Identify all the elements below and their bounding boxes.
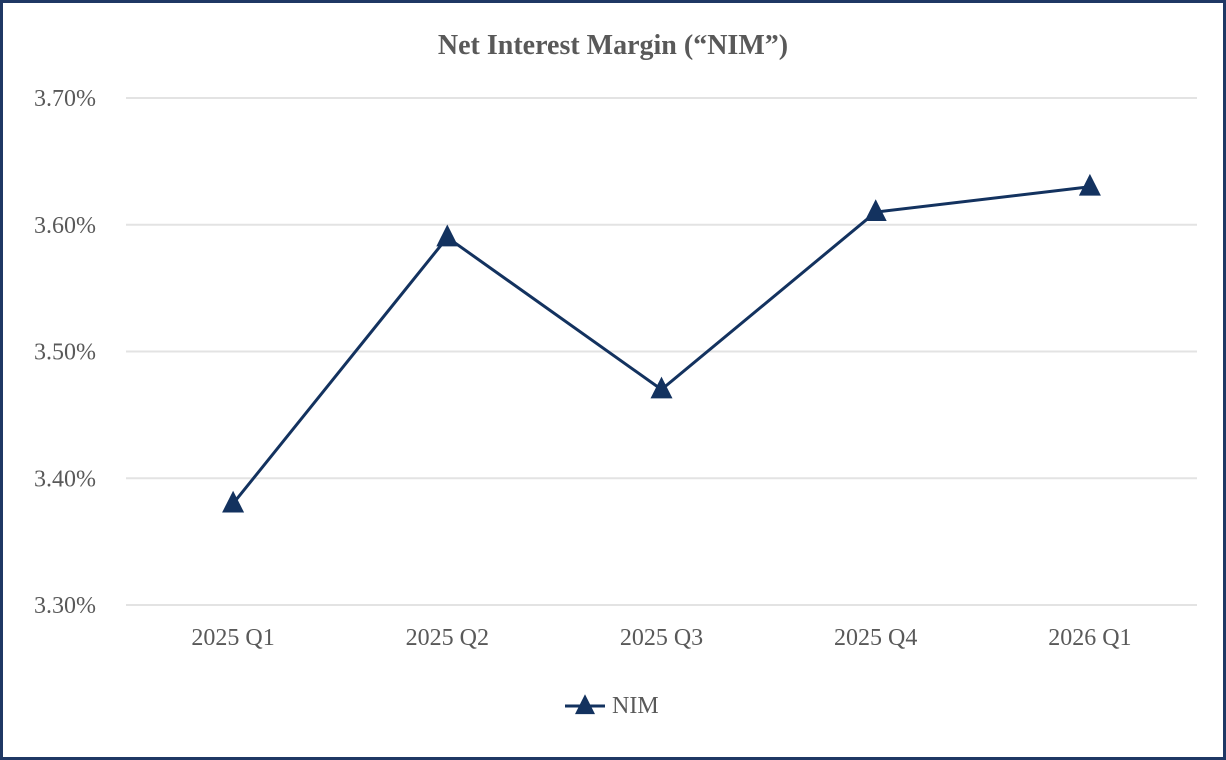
legend: NIM bbox=[565, 693, 659, 719]
data-point-marker bbox=[650, 376, 673, 399]
series-line bbox=[231, 185, 1091, 505]
x-axis-tick-labels: 2025 Q1 2025 Q2 2025 Q3 2025 Q4 2026 Q1 bbox=[191, 625, 1131, 651]
y-tick-label: 3.60% bbox=[34, 213, 96, 239]
legend-label-nim: NIM bbox=[612, 693, 659, 719]
x-tick-label: 2025 Q2 bbox=[406, 625, 489, 651]
data-point-marker bbox=[1078, 173, 1101, 196]
data-point-marker bbox=[222, 490, 245, 513]
data-point-marker bbox=[436, 224, 459, 247]
y-tick-label: 3.50% bbox=[34, 340, 96, 366]
x-tick-label: 2025 Q1 bbox=[191, 625, 274, 651]
y-tick-label: 3.30% bbox=[34, 593, 96, 619]
series-nim bbox=[222, 173, 1101, 513]
y-tick-label: 3.40% bbox=[34, 466, 96, 492]
y-axis-tick-labels: 3.30% 3.40% 3.50% 3.60% 3.70% bbox=[34, 86, 96, 619]
x-tick-label: 2025 Q3 bbox=[620, 625, 703, 651]
y-tick-label: 3.70% bbox=[34, 86, 96, 112]
data-point-marker bbox=[864, 199, 887, 221]
x-tick-label: 2025 Q4 bbox=[834, 625, 917, 651]
legend-marker-nim bbox=[575, 694, 595, 715]
chart-title: Net Interest Margin (“NIM”) bbox=[438, 30, 788, 61]
gridlines bbox=[126, 97, 1197, 606]
x-tick-label: 2026 Q1 bbox=[1048, 625, 1131, 651]
